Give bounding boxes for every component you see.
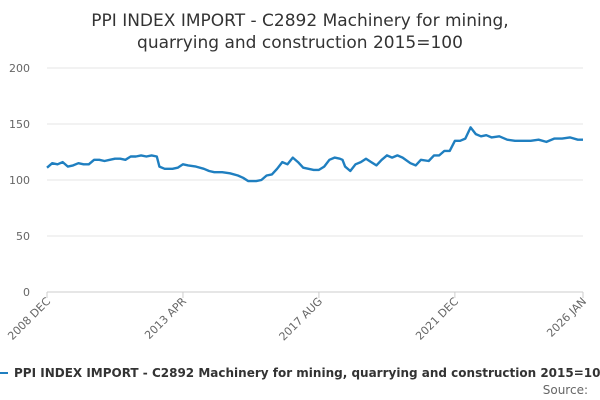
chart-title-line-1: PPI INDEX IMPORT - C2892 Machinery for m… (91, 11, 508, 31)
y-tick-label: 0 (23, 286, 30, 299)
y-tick-label: 150 (9, 118, 30, 131)
y-tick-label: 100 (9, 174, 30, 187)
series-line-0[interactable] (46, 126, 583, 183)
legend-label[interactable]: PPI INDEX IMPORT - C2892 Machinery for m… (14, 366, 600, 380)
legend[interactable]: PPI INDEX IMPORT - C2892 Machinery for m… (0, 366, 600, 380)
y-tick-label: 50 (16, 230, 30, 243)
x-tick-label: 2013 APR (142, 295, 189, 342)
y-tick-label: 200 (9, 62, 30, 75)
gridlines (47, 67, 583, 293)
x-tick-label: 2017 AUG (277, 295, 326, 344)
chart-title-line-2: quarrying and construction 2015=100 (137, 33, 463, 53)
x-tick-label: 2008 DEC (5, 295, 53, 343)
source-label: Source: (543, 383, 588, 397)
x-axis-ticks: 2008 DEC 2013 APR 2017 AUG 2021 DEC 2026 JAN (5, 292, 589, 343)
y-axis-ticks: 0 50 100 150 200 (9, 62, 30, 299)
x-tick-label: 2026 JAN (544, 295, 589, 340)
x-tick-label: 2021 DEC (413, 295, 461, 343)
series-group (46, 126, 583, 183)
